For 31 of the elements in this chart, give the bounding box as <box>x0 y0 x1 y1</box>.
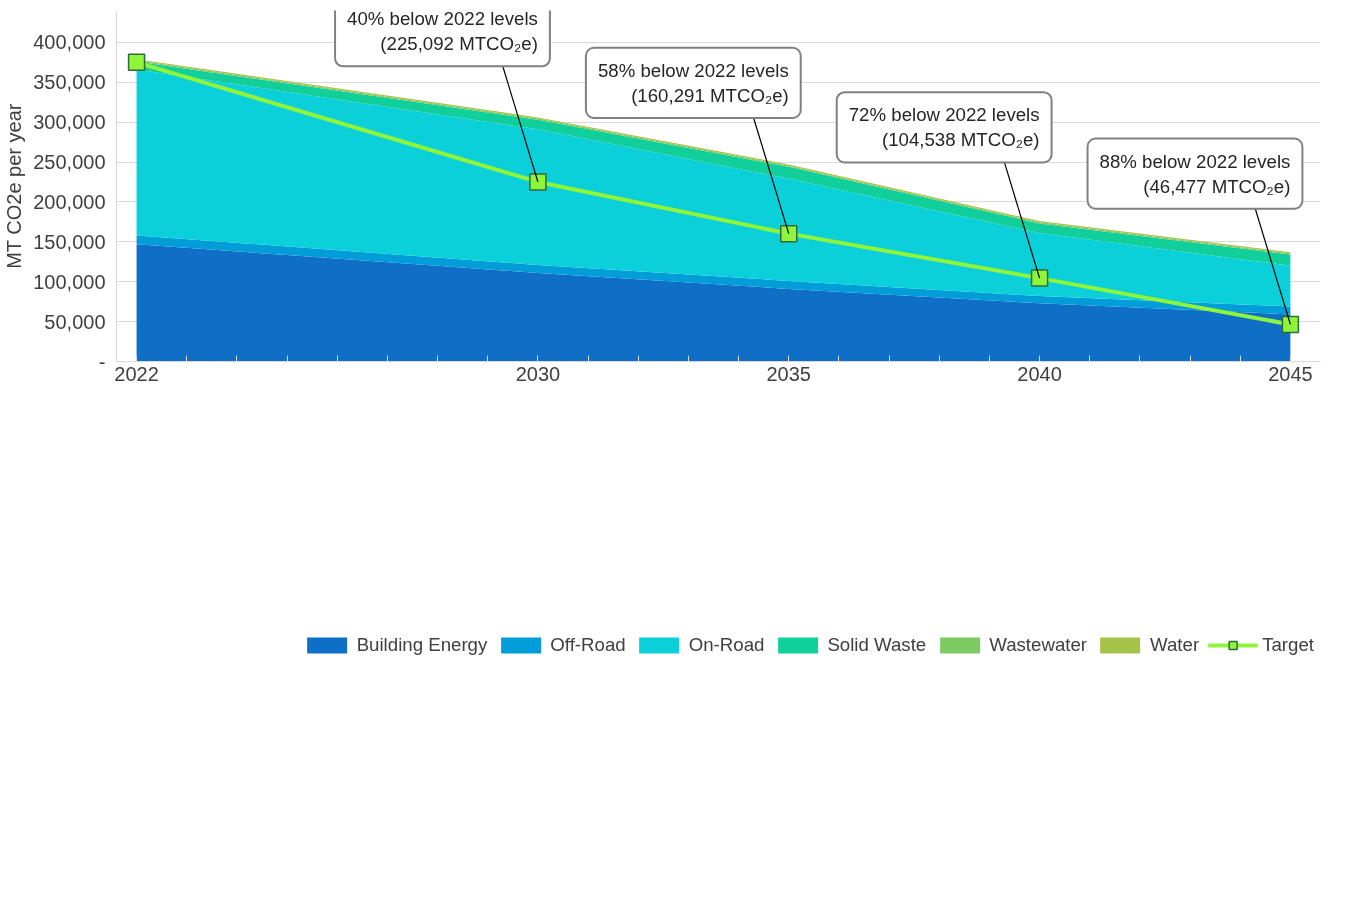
y-axis-title: MT CO2e per year <box>3 103 26 269</box>
x-tick-label: 2030 <box>515 362 561 385</box>
legend-label: On-Road <box>688 634 765 656</box>
y-tick-label: - <box>98 350 106 373</box>
x-tick-label: 2022 <box>114 362 159 385</box>
point <box>779 224 798 243</box>
y-tick-label: 250,000 <box>33 151 106 174</box>
legend-label: Water <box>1150 634 1200 656</box>
annotation: 88% below 2022 levels (46,477 MTCO₂e) <box>1099 150 1291 197</box>
point <box>1281 315 1300 334</box>
legend-label: Building Energy <box>356 634 488 656</box>
legend-label: Solid Waste <box>827 634 927 656</box>
annotation: 58% below 2022 levels (160,291 MTCO₂e) <box>597 59 789 106</box>
y-tick-label: 400,000 <box>33 31 106 54</box>
y-tick-label: 350,000 <box>33 71 106 94</box>
annotation: 72% below 2022 levels (104,538 MTCO₂e) <box>848 104 1040 151</box>
x-tick-label: 2035 <box>766 362 811 385</box>
x-tick-label: 2045 <box>1268 362 1313 385</box>
point <box>127 53 146 72</box>
y-tick-label: 150,000 <box>33 230 106 253</box>
point <box>1030 269 1049 287</box>
y-tick-label: 50,000 <box>44 310 106 333</box>
legend-label: Wastewater <box>989 634 1088 656</box>
y-tick-label: 300,000 <box>33 111 106 134</box>
legend-label: Off-Road <box>550 634 626 656</box>
annotation: 40% below 2022 levels (225,092 MTCO₂e) <box>347 8 538 55</box>
y-tick-label: 100,000 <box>33 270 106 293</box>
legend-label: Target <box>1262 634 1314 656</box>
y-tick-label: 200,000 <box>33 190 106 213</box>
x-tick-label: 2040 <box>1017 362 1062 385</box>
point <box>529 173 547 191</box>
